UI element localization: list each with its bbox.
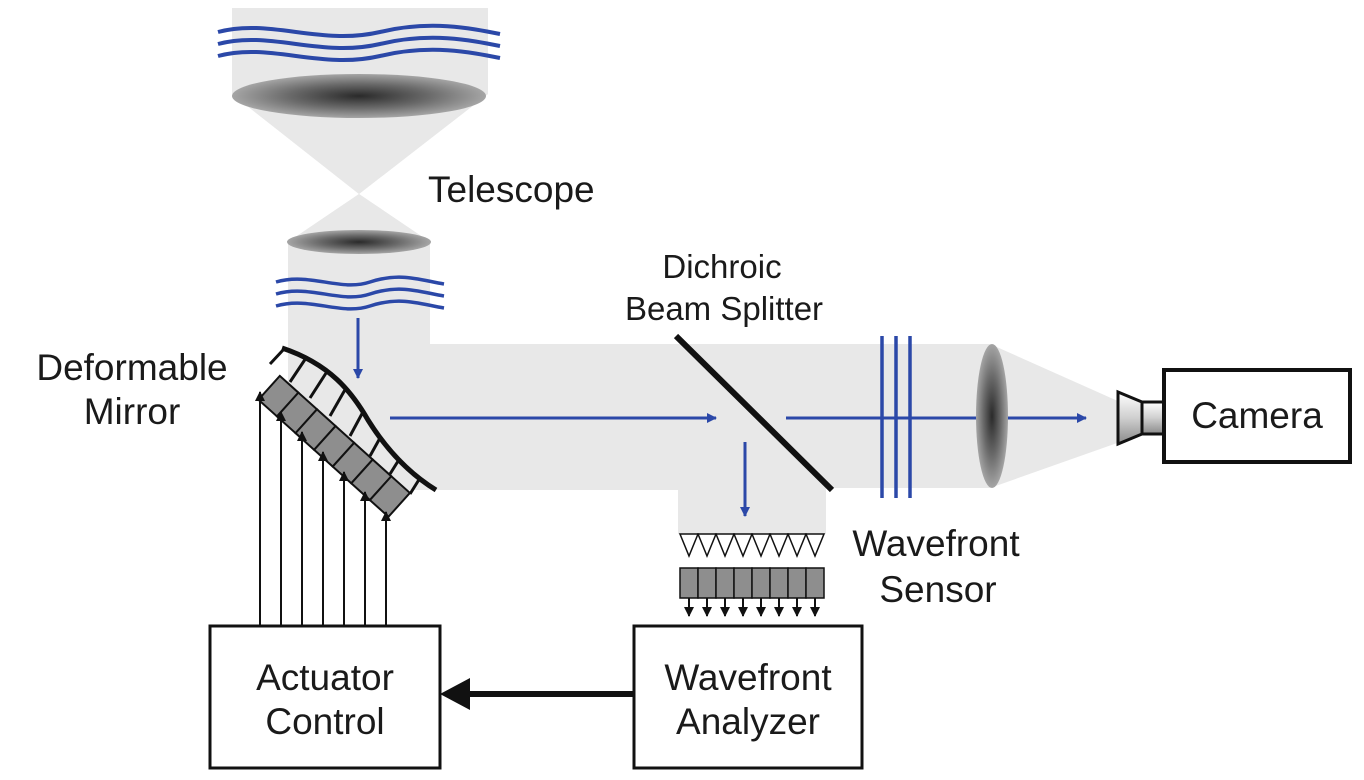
- telescope-secondary-lens: [287, 230, 431, 254]
- incoming-wavefronts-icon: [217, 23, 501, 63]
- telescope-primary-lens: [232, 74, 486, 118]
- dichroic-label-line1: Dichroic: [662, 248, 781, 285]
- lenslet-array: [678, 533, 826, 558]
- wavefront-sensor: [678, 533, 826, 617]
- camera-nozzle-body: [1140, 400, 1166, 436]
- actuator-signal-arrows: [255, 391, 391, 626]
- telescope-label: Telescope: [428, 169, 595, 210]
- corrected-input-wavefronts-icon: [275, 275, 445, 311]
- camera-nozzle-icon: [1116, 389, 1144, 447]
- analyzer-to-actuator-arrow: [440, 678, 634, 710]
- mirror-surface: [281, 345, 438, 493]
- sensor-output-arrows: [684, 598, 820, 617]
- camera-label: Camera: [1191, 395, 1323, 436]
- corrected-wavefronts-icon: [880, 336, 912, 498]
- wavefront-analyzer-label-line2: Analyzer: [676, 701, 820, 742]
- actuator-control-box: Actuator Control: [208, 624, 442, 770]
- telescope-hourglass: [232, 94, 488, 242]
- actuator-control-label-line2: Control: [265, 701, 384, 742]
- wavefront-sensor-label-line1: Wavefront: [852, 523, 1020, 564]
- dichroic-label-line2: Beam Splitter: [625, 290, 823, 327]
- camera-box: [1162, 368, 1352, 464]
- wavefront-analyzer-box: Wavefront Analyzer: [632, 624, 864, 770]
- actuator-control-label-line1: Actuator: [256, 657, 394, 698]
- beam-direction-arrows: [353, 318, 1087, 517]
- camera-lens: [976, 344, 1008, 488]
- beam-to-camera: [700, 344, 990, 488]
- beam-camera-cone: [990, 344, 1120, 488]
- deformable-mirror-label-line1: Deformable: [36, 347, 227, 388]
- sensor-detector-array: [679, 567, 825, 599]
- camera: Camera: [1116, 368, 1352, 464]
- wavefront-sensor-label-line2: Sensor: [879, 569, 996, 610]
- wavefront-analyzer-label-line1: Wavefront: [664, 657, 832, 698]
- mirror-actuator-rods: [268, 347, 422, 495]
- beam-to-sensor: [678, 488, 826, 534]
- deformable-mirror-label-line2: Mirror: [84, 391, 181, 432]
- telescope-gaps: [232, 94, 488, 242]
- dichroic-beam-splitter: [673, 333, 835, 493]
